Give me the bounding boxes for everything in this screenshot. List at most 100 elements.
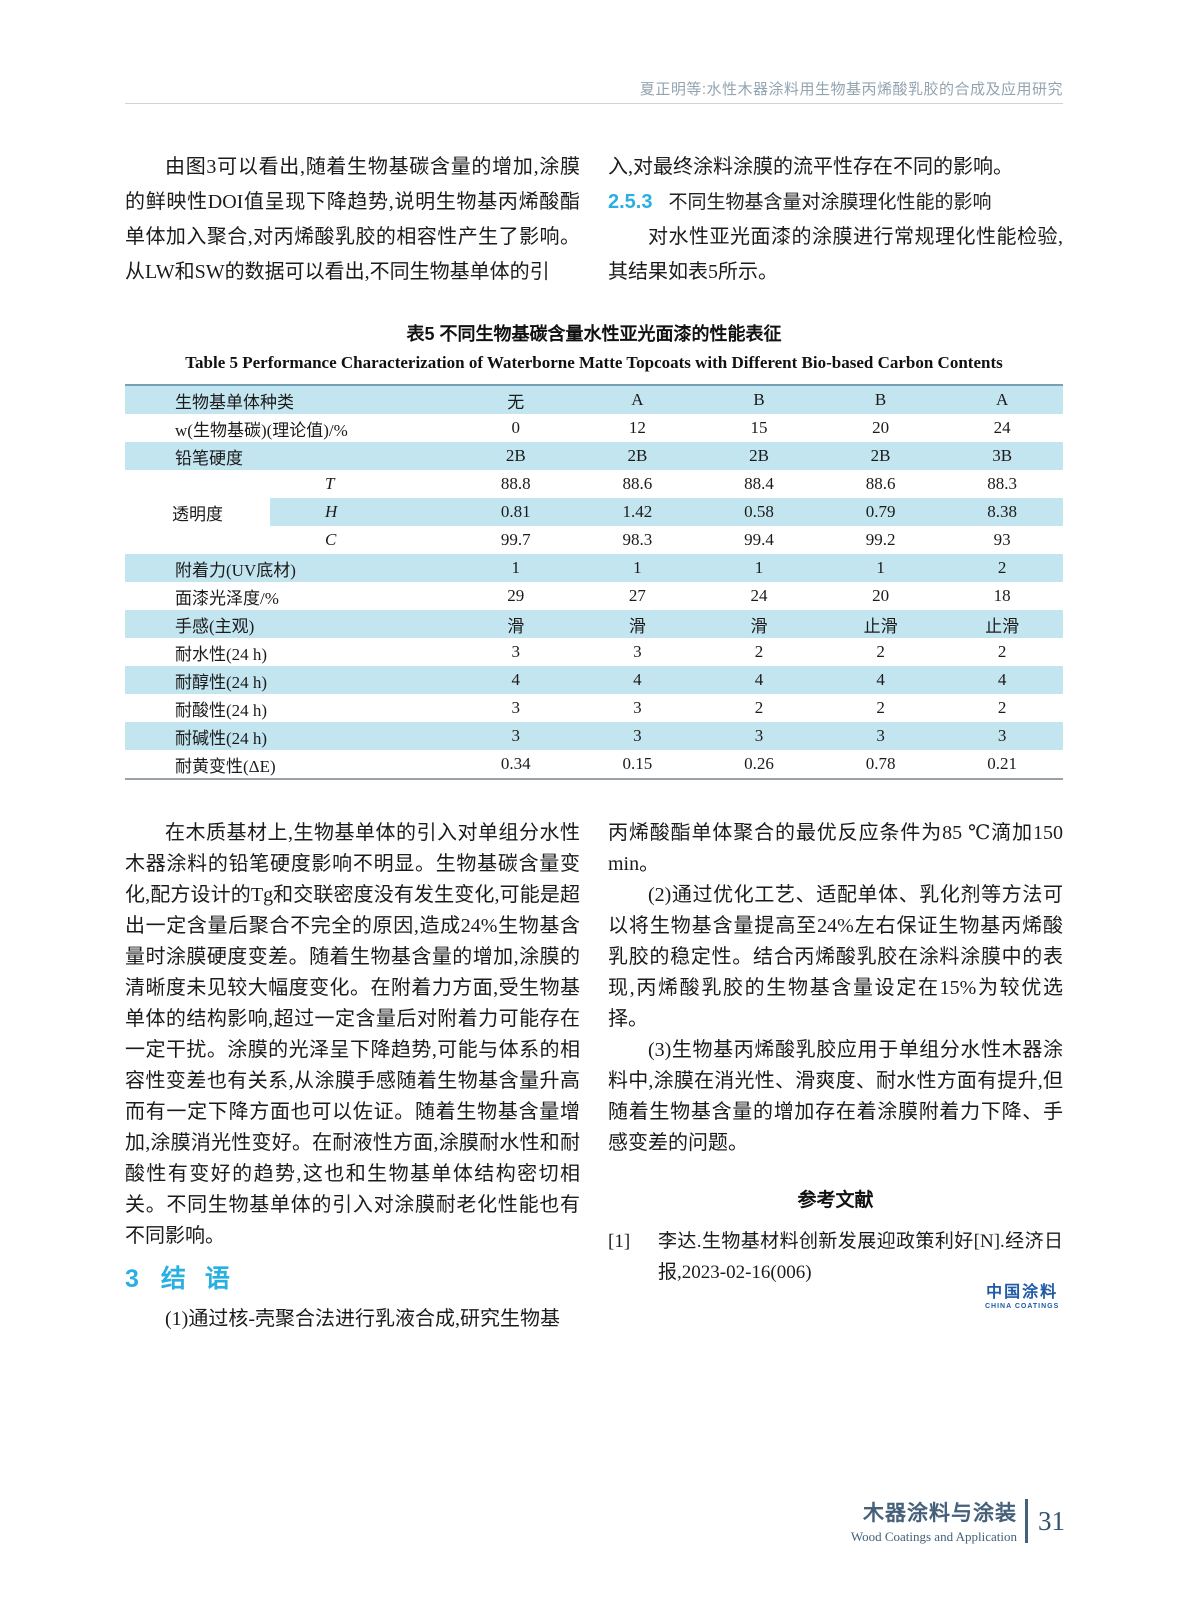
row-label: w(生物基碳)(理论值)/% [175, 420, 348, 440]
cell-value: 18 [993, 586, 1011, 605]
table-row: H 0.81 1.42 0.58 0.79 8.38 [270, 498, 1063, 526]
section-heading-2-5-3: 2.5.3 不同生物基含量对涂膜理化性能的影响 [608, 185, 1063, 220]
row-label: 耐酸性(24 h) [175, 700, 268, 720]
journal-names: 木器涂料与涂装 Wood Coatings and Application [851, 1497, 1017, 1545]
bottom-left-column: 在木质基材上,生物基单体的引入对单组分水性木器涂料的铅笔硬度影响不明显。生物基碳… [125, 818, 580, 1335]
cell-value: B [753, 390, 765, 409]
group-label: 透明度 [125, 470, 270, 554]
cell-value: A [631, 390, 644, 409]
row-label: 面漆光泽度/% [175, 588, 279, 608]
cell-value: 0.58 [744, 502, 774, 521]
row-label: 耐黄变性(ΔE) [175, 756, 276, 776]
section-heading-3: 3 结 语 [125, 1262, 580, 1296]
row-label: 铅笔硬度 [175, 448, 243, 468]
cell-value: 2B [749, 446, 769, 465]
cell-value: 88.4 [744, 474, 774, 493]
table-row: C 99.7 98.3 99.4 99.2 93 [270, 526, 1063, 554]
cell-value: 98.3 [622, 530, 653, 549]
cell-value: 1 [754, 558, 764, 577]
cell-value: 4 [997, 670, 1007, 689]
cell-value: 88.3 [987, 474, 1018, 493]
cell-value: 24 [750, 586, 768, 605]
journal-footer: 木器涂料与涂装 Wood Coatings and Application 31 [851, 1497, 1065, 1545]
section-number: 3 [125, 1265, 139, 1293]
page-number: 31 [1038, 1505, 1065, 1536]
top-left-column: 由图3可以看出,随着生物基碳含量的增加,涂膜的鲜映性DOI值呈现下降趋势,说明生… [125, 150, 580, 290]
cell-value: 止滑 [985, 616, 1020, 636]
cell-value: 24 [993, 418, 1011, 437]
cell-value: 1 [876, 558, 885, 577]
conclusion-item-1: (1)通过核-壳聚合法进行乳液合成,研究生物基 [165, 1308, 560, 1330]
cell-value: 2B [870, 446, 891, 465]
reference-text: 李达.生物基材料创新发展迎政策利好[N].经济日报,2023-02-16(006… [658, 1231, 1063, 1283]
cell-value: 3 [633, 642, 642, 661]
cell-value: 3 [633, 698, 642, 717]
cell-value: 8.38 [987, 502, 1018, 521]
cell-value: 2 [876, 642, 885, 661]
cell-value: 20 [872, 586, 890, 605]
group-subrows: T 88.8 88.6 88.4 88.6 88.3 H 0.81 1.42 0.58 0.79 8.… [270, 470, 1063, 554]
cell-value: 15 [750, 418, 768, 437]
cell-value: 滑 [507, 616, 525, 636]
cell-value: 0.34 [500, 754, 531, 773]
reference-marker: [1] [608, 1231, 631, 1252]
cell-value: 止滑 [863, 616, 898, 636]
cell-value: 无 [507, 392, 525, 412]
cell-value: 3 [876, 726, 885, 745]
cell-value: 1 [633, 558, 642, 577]
table-row: 手感(主观) 滑 滑 滑 止滑 止滑 [125, 610, 1063, 638]
journal-name-en: Wood Coatings and Application [850, 1529, 1017, 1544]
row-label: 耐水性(24 h) [175, 644, 268, 664]
cell-value: 99.4 [744, 530, 774, 549]
paragraph-doi-discussion: 由图3可以看出,随着生物基碳含量的增加,涂膜的鲜映性DOI值呈现下降趋势,说明生… [125, 156, 580, 283]
table-row: 耐黄变性(ΔE) 0.34 0.15 0.26 0.78 0.21 [125, 750, 1063, 778]
table-row: 生物基单体种类 无 A B B A [125, 386, 1063, 414]
table-row: 耐碱性(24 h) 3 3 3 3 3 [125, 722, 1063, 750]
cell-value: 3 [754, 726, 764, 745]
row-label: 附着力(UV底材) [175, 560, 296, 580]
cell-value: 93 [993, 530, 1011, 549]
section-title: 结 语 [160, 1265, 236, 1293]
table-row-group: 透明度 T 88.8 88.6 88.4 88.6 88.3 H 0.81 1.42 0.58 0.7… [125, 470, 1063, 554]
cell-value: 4 [633, 670, 642, 689]
table-row: 面漆光泽度/% 29 27 24 20 18 [125, 582, 1063, 610]
cell-value: 0.26 [744, 754, 774, 773]
table5-title-zh: 表5 不同生物基碳含量水性亚光面漆的性能表征 [406, 324, 782, 344]
cell-value: 2 [876, 698, 885, 717]
cell-value: 1 [511, 558, 521, 577]
china-coatings-logo: 中国涂料 CHINA COATINGS [985, 1278, 1059, 1310]
row-sublabel: T [325, 474, 335, 493]
section-title: 不同生物基含量对涂膜理化性能的影响 [668, 192, 992, 213]
cell-value: 12 [628, 418, 646, 437]
cell-value: 2 [997, 698, 1007, 717]
cell-value: 88.8 [500, 474, 531, 493]
cell-value: 0.79 [865, 502, 896, 521]
cell-value: 99.7 [500, 530, 531, 549]
row-label: 手感(主观) [175, 616, 255, 636]
cell-value: 0.21 [987, 754, 1018, 773]
conclusion-item-1-continued: 丙烯酸酯单体聚合的最优反应条件为85 ℃滴加150 min。 [608, 822, 1063, 875]
table5-block: 表5 不同生物基碳含量水性亚光面漆的性能表征 Table 5 Performan… [125, 320, 1063, 780]
cell-value: 2 [997, 558, 1007, 577]
cell-value: 2 [754, 642, 764, 661]
table-row: T 88.8 88.6 88.4 88.6 88.3 [270, 470, 1063, 498]
cell-value: B [874, 390, 887, 409]
cell-value: 4 [876, 670, 885, 689]
cell-value: 88.6 [865, 474, 896, 493]
header-divider [125, 103, 1063, 104]
cell-value: 0.15 [622, 754, 653, 773]
cell-value: 0.78 [865, 754, 896, 773]
cell-value: 2 [997, 642, 1007, 661]
top-two-column-section: 由图3可以看出,随着生物基碳含量的增加,涂膜的鲜映性DOI值呈现下降趋势,说明生… [125, 150, 1063, 290]
running-header: 夏正明等:水性木器涂料用生物基丙烯酸乳胶的合成及应用研究 [639, 81, 1063, 98]
cell-value: 滑 [628, 616, 646, 636]
journal-name-zh: 木器涂料与涂装 [863, 1502, 1017, 1525]
table-row: 附着力(UV底材) 1 1 1 1 2 [125, 554, 1063, 582]
cell-value: 0.81 [500, 502, 531, 521]
cell-value: 0 [511, 418, 521, 437]
top-right-column: 入,对最终涂料涂膜的流平性存在不同的影响。 2.5.3 不同生物基含量对涂膜理化性… [608, 150, 1063, 290]
table-row: 铅笔硬度 2B 2B 2B 2B 3B [125, 442, 1063, 470]
bottom-two-column-section: 在木质基材上,生物基单体的引入对单组分水性木器涂料的铅笔硬度影响不明显。生物基碳… [125, 818, 1063, 1335]
logo-text-en: CHINA COATINGS [985, 1303, 1060, 1310]
